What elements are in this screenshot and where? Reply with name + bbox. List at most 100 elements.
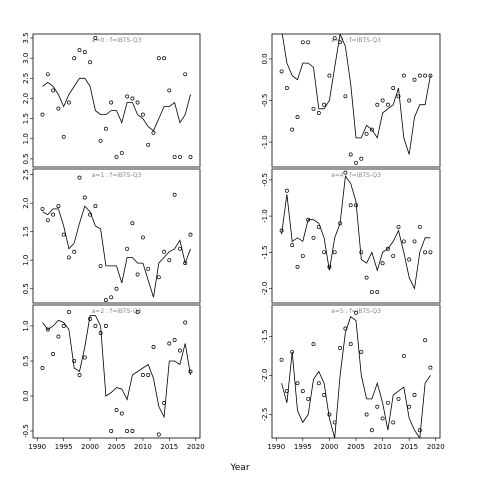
observed-point [167, 258, 172, 263]
panel-frame [32, 33, 201, 168]
observed-point [396, 396, 401, 401]
observed-point [322, 250, 327, 255]
y-tick-label: -2.5 [261, 408, 269, 422]
fitted-line [42, 77, 191, 132]
observed-point [130, 429, 135, 433]
observed-point [401, 353, 406, 358]
observed-point [125, 246, 130, 251]
observed-point [88, 212, 93, 217]
observed-point [140, 373, 145, 377]
observed-point [348, 342, 353, 347]
observed-point [369, 127, 374, 132]
observed-point [72, 249, 77, 254]
observed-point [380, 261, 385, 266]
observed-point [311, 342, 316, 347]
observed-point [146, 142, 151, 147]
x-tick-label: 1995 [55, 443, 73, 451]
observed-point [428, 73, 433, 78]
x-tick-label: 2010 [374, 443, 392, 451]
x-tick-label: 2020 [427, 443, 445, 451]
observed-point [82, 50, 87, 55]
observed-point [332, 36, 337, 41]
observed-point [72, 359, 77, 363]
panel-data [279, 310, 433, 438]
x-tick-label: 2000 [321, 443, 339, 451]
observed-point [316, 111, 321, 115]
panel-a0: a=0 : f=IBTS-Q3 0.5 1.0 1.5 2.0 2.5 3.0 3.5 [22, 32, 201, 168]
observed-point [61, 324, 66, 328]
observed-point [66, 310, 71, 314]
panel-frame [32, 168, 201, 304]
observed-point [327, 412, 332, 417]
observed-point [412, 393, 417, 397]
x-axis-title: Year [229, 463, 249, 473]
observed-point [348, 203, 353, 208]
observed-point [423, 250, 428, 255]
y-tick-label: 2.5 [22, 169, 30, 180]
observed-point [385, 400, 390, 405]
y-tick-label: 1.0 [22, 255, 30, 266]
observed-point [93, 324, 98, 328]
fitted-line [281, 316, 431, 438]
y-tick-label: -1.5 [261, 329, 269, 343]
panel-a3: a=3 : f=IBTS-Q3 -1.0 -0.5 0.0 [261, 33, 441, 168]
observed-point [183, 261, 188, 266]
observed-point [156, 275, 161, 280]
x-tick-label: 2015 [160, 443, 178, 451]
observed-point [407, 257, 412, 262]
y-tick-label: 3.5 [22, 32, 30, 43]
observed-point [327, 264, 332, 269]
observed-point [295, 264, 300, 269]
observed-point [66, 255, 71, 260]
observed-point [172, 154, 177, 159]
y-tick-label: 1.0 [22, 320, 30, 331]
observed-point [412, 239, 417, 244]
observed-point [109, 429, 114, 433]
observed-point [151, 345, 156, 349]
observed-point [348, 152, 353, 157]
x-tick-label: 2005 [347, 443, 365, 451]
observed-point [120, 324, 123, 327]
observed-point [188, 154, 193, 159]
panel-a4: a=4 : f=IBTS-Q3 -2.0 -1.5 -1.0 -0.5 [261, 168, 441, 304]
panel-a2: a=2 : f=IBTS-Q3 -0.5 0.0 0.5 1.0 1990 1995 2000… [22, 304, 205, 451]
observed-point [396, 224, 401, 229]
y-tick-label: -1.5 [261, 245, 269, 259]
observed-point [417, 428, 422, 433]
observed-point [130, 96, 135, 101]
panel-a1: a=1 : f=IBTS-Q3 0.5 1.0 1.5 2.0 2.5 [22, 168, 201, 327]
observed-point [125, 429, 130, 433]
y-tick-label: 2.0 [22, 93, 30, 104]
observed-point [375, 404, 380, 409]
observed-point [167, 341, 172, 346]
observed-point [354, 203, 358, 208]
observed-point [407, 404, 412, 409]
observed-point [306, 396, 311, 401]
observed-point [130, 221, 135, 226]
observed-point [364, 275, 369, 280]
observed-point [284, 188, 289, 193]
observed-point [40, 366, 45, 370]
panel-data [279, 170, 433, 295]
x-tick-label: 1990 [267, 443, 285, 451]
observed-point [45, 218, 50, 223]
x-tick-label: 1990 [28, 443, 46, 451]
observed-point [72, 56, 77, 61]
x-tick-label: 2005 [108, 443, 126, 451]
observed-point [375, 102, 380, 107]
observed-point [311, 106, 316, 111]
panel-data [40, 36, 193, 159]
observed-point [338, 221, 343, 226]
observed-point [359, 250, 364, 255]
observed-point [279, 357, 284, 362]
observed-point [417, 73, 422, 78]
y-tick-label: -0.5 [261, 173, 269, 187]
observed-point [417, 224, 422, 229]
y-tick-label: -1.0 [261, 209, 269, 223]
observed-point [88, 60, 93, 65]
observed-point [327, 73, 332, 78]
observed-point [82, 195, 87, 200]
fitted-line [42, 205, 191, 298]
observed-point [77, 373, 82, 377]
